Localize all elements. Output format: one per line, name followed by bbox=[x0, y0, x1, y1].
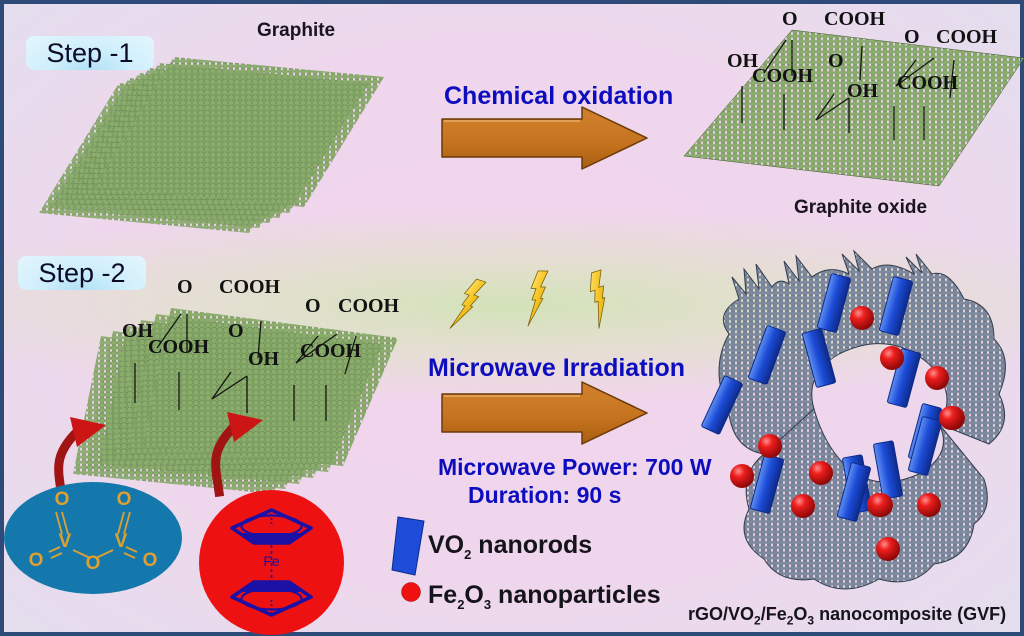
svg-text:V: V bbox=[115, 531, 128, 552]
svg-text:O: O bbox=[55, 489, 70, 510]
svg-text:O: O bbox=[86, 553, 101, 574]
svg-text:V: V bbox=[59, 531, 72, 552]
svg-text:O: O bbox=[117, 489, 132, 510]
svg-text:O: O bbox=[29, 550, 44, 571]
svg-text:O: O bbox=[143, 550, 158, 571]
svg-text:Fe: Fe bbox=[263, 553, 280, 569]
